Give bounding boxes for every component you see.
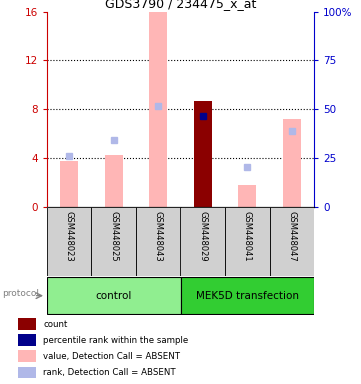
- Bar: [47, 277, 180, 314]
- Bar: [105, 155, 123, 207]
- Bar: [270, 207, 314, 276]
- Bar: [60, 161, 78, 207]
- Bar: [225, 207, 270, 276]
- Text: GSM448029: GSM448029: [198, 211, 207, 262]
- Bar: [47, 207, 91, 276]
- Text: GSM448023: GSM448023: [65, 211, 74, 262]
- Bar: [136, 207, 180, 276]
- Bar: [18, 334, 36, 346]
- Text: percentile rank within the sample: percentile rank within the sample: [43, 336, 188, 344]
- Text: rank, Detection Call = ABSENT: rank, Detection Call = ABSENT: [43, 368, 176, 377]
- Bar: [238, 185, 256, 207]
- Bar: [18, 318, 36, 330]
- Text: value, Detection Call = ABSENT: value, Detection Call = ABSENT: [43, 351, 180, 361]
- Text: GSM448041: GSM448041: [243, 211, 252, 262]
- Bar: [180, 207, 225, 276]
- Text: GSM448043: GSM448043: [154, 211, 163, 262]
- Bar: [149, 12, 167, 207]
- Title: GDS3790 / 234475_x_at: GDS3790 / 234475_x_at: [105, 0, 256, 10]
- Bar: [283, 119, 301, 207]
- Text: protocol: protocol: [3, 289, 39, 298]
- Text: MEK5D transfection: MEK5D transfection: [196, 291, 299, 301]
- Bar: [18, 350, 36, 362]
- Bar: [180, 277, 314, 314]
- Text: GSM448025: GSM448025: [109, 211, 118, 262]
- Bar: [18, 367, 36, 379]
- Bar: [194, 101, 212, 207]
- Text: count: count: [43, 320, 68, 329]
- Text: GSM448047: GSM448047: [287, 211, 296, 262]
- Text: control: control: [96, 291, 132, 301]
- Bar: [91, 207, 136, 276]
